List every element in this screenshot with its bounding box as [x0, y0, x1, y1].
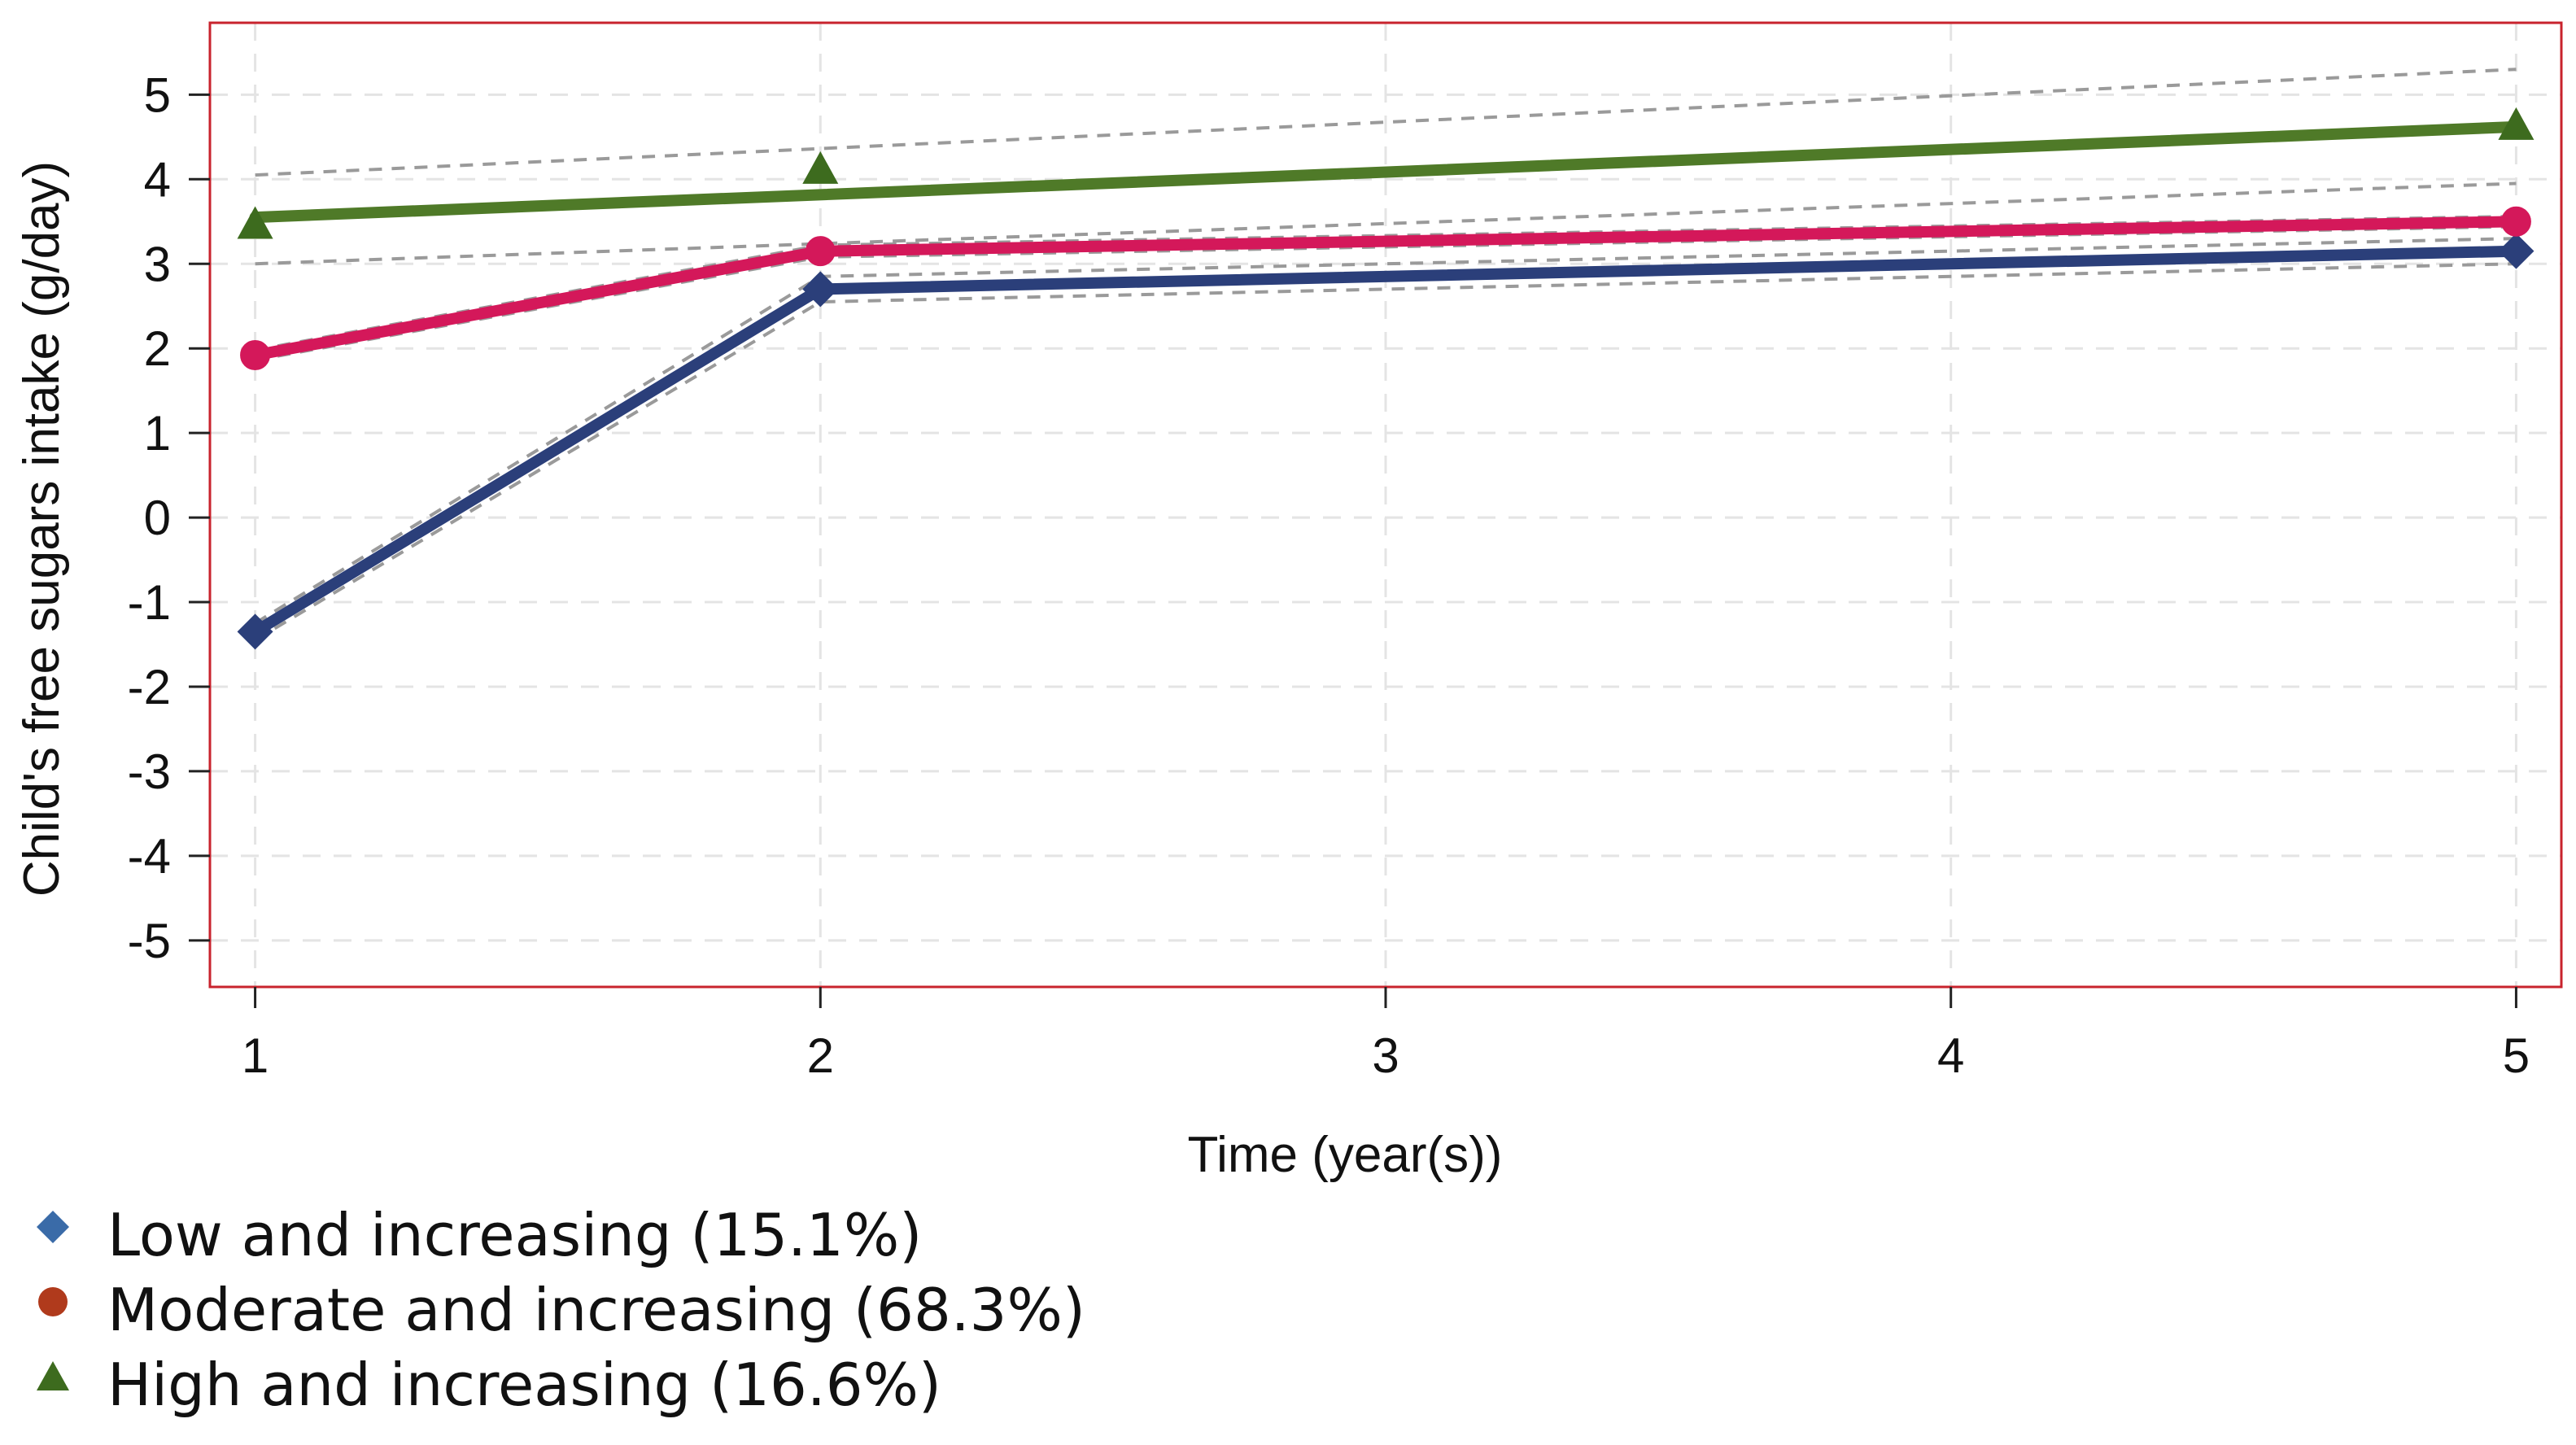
y-tick-label: 3 [144, 237, 171, 291]
series-line-2 [249, 120, 2522, 224]
x-tick-label: 4 [1937, 1028, 1964, 1083]
legend-label: Low and increasing (15.1%) [107, 1201, 923, 1269]
y-tick-label: 5 [144, 68, 171, 122]
x-axis-title: Time (year(s)) [1188, 1127, 1503, 1183]
y-tick-label: 4 [144, 152, 171, 207]
legend-label: High and increasing (16.6%) [107, 1351, 942, 1419]
triangle-marker-icon [37, 1361, 69, 1390]
x-tick-label: 3 [1372, 1028, 1399, 1083]
y-tick-label: -5 [128, 914, 171, 968]
grid [210, 23, 2561, 987]
ci-line-0 [254, 262, 2517, 642]
y-tick-label: -2 [128, 660, 171, 714]
y-tick-label: 0 [144, 491, 171, 545]
series-markers [237, 107, 2535, 650]
data-point-1 [240, 340, 271, 371]
ci-line-2 [255, 181, 2517, 266]
data-point-0 [237, 613, 273, 650]
y-tick-label: -4 [128, 829, 171, 884]
data-point-2 [2498, 107, 2535, 140]
circle-marker-icon [38, 1287, 68, 1316]
diamond-marker-icon [37, 1211, 69, 1243]
axes: 5 4 3 2 1 0 -1 -2 -3 -4 -5 1 2 3 4 5 [128, 68, 2530, 1083]
x-tick-label: 5 [2503, 1028, 2530, 1083]
legend-label: Moderate and increasing (68.3%) [107, 1276, 1085, 1344]
data-point-1 [2500, 206, 2531, 237]
data-point-0 [2498, 233, 2535, 269]
ci-line-2 [255, 68, 2517, 177]
y-axis-title: Child's free sugars intake (g/day) [14, 161, 70, 897]
y-tick-label: -3 [128, 744, 171, 799]
data-point-0 [802, 271, 839, 308]
data-point-2 [237, 206, 273, 239]
data-point-2 [802, 151, 839, 184]
y-tick-label: 1 [144, 406, 171, 461]
y-tick-label: 2 [144, 321, 171, 376]
data-point-1 [805, 236, 836, 267]
y-tick-label: -1 [128, 575, 171, 630]
x-tick-label: 1 [242, 1028, 269, 1083]
x-tick-label: 2 [807, 1028, 834, 1083]
